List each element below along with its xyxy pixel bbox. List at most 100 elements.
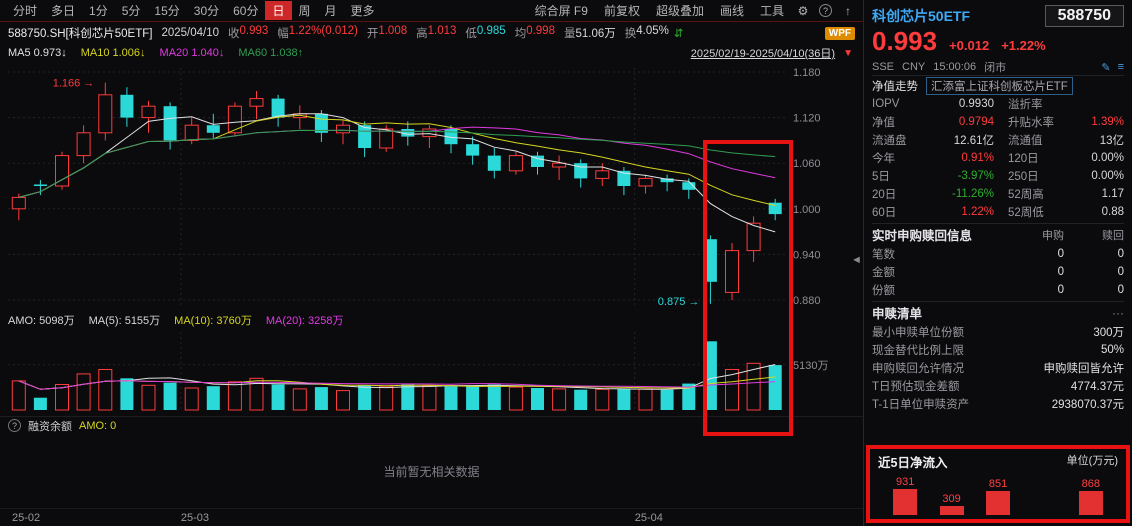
period-tab-15分[interactable]: 15分 [154,4,180,18]
question-icon[interactable]: ? [8,419,21,432]
period-tab-多日[interactable]: 多日 [51,4,76,18]
period-tab-更多[interactable]: 更多 [350,4,375,18]
period-tab-60分[interactable]: 60分 [233,4,259,18]
row-value: 申购赎回皆允许 [1043,363,1125,375]
x-axis-label-25-04: 25-04 [634,512,663,524]
tool-前复权[interactable]: 前复权 [603,4,640,18]
inflow-bar [939,506,964,515]
etf-name: 科创芯片50ETF [872,7,971,24]
market-status: 闭市 [984,62,1007,74]
row-label: T-1日单位申赎资产 [872,399,970,411]
row-value: 300万 [1093,327,1124,339]
row-label: 现金替代比例上限 [872,345,964,357]
edit-icon[interactable]: ✎ [1101,61,1111,74]
ma-legend-item: MA5 0.973↓ [8,47,67,59]
stat-row: 今年 0.91% 120日 0.00% [872,149,1124,167]
nav-trend-link[interactable]: 净值走势 [872,80,918,93]
field-高: 高 1.013 [416,25,457,40]
ma-legend-items: MA5 0.973↓ MA10 1.006↓ MA20 1.040↓ MA60 1.0… [8,47,303,59]
currency-label: CNY [902,61,926,73]
subscription-row: 笔数 0 0 [872,245,1124,263]
tool-超级叠加[interactable]: 超级叠加 [655,4,704,18]
price-change: +0.012 [949,38,990,53]
purchase-col-header: 申购 [1042,229,1064,242]
inflow-value: 851 [988,478,1008,490]
stat-label: 52周高 [1008,189,1044,201]
stat-value: -11.26% [952,188,994,200]
subscription-rows: 笔数 0 0 金额 0 0 份额 0 0 [872,245,1124,299]
period-tab-日[interactable]: 日 [265,1,292,20]
period-tab-5分[interactable]: 5分 [121,4,141,18]
svg-text:1.120: 1.120 [793,113,821,125]
subscription-columns: 申购 赎回 [1004,227,1124,243]
inflow-bar [986,491,1011,515]
stat-label: 5日 [872,171,890,183]
redemption-row: 申购赎回允许情况 申购赎回皆允许 [872,359,1124,377]
period-tab-1分[interactable]: 1分 [89,4,108,18]
list-icon[interactable]: ≡ [1117,60,1124,73]
stat-label: 净值 [872,117,895,129]
exchange-label: SSE [872,61,895,73]
stat-value: 0.9794 [958,116,994,128]
tool-工具[interactable]: 工具 [759,4,784,18]
stat-label: 流通值 [1008,135,1043,147]
dropdown-triangle-icon[interactable]: ▼ [843,47,853,59]
period-tab-月[interactable]: 月 [324,4,337,18]
etf-code-box[interactable]: 588750 [1044,4,1124,27]
help-icon[interactable]: ? [819,4,832,17]
stat-row: IOPV 0.9930 溢折率 [872,95,1124,113]
last-price: 0.993 [872,26,938,56]
redemption-row: 最小申赎单位份额 300万 [872,323,1124,341]
redemption-row: T日预估现金差额 4774.37元 [872,377,1124,395]
stat-label: 今年 [872,153,895,165]
row-value: 50% [1100,344,1124,356]
stat-label: 升贴水率 [1008,117,1054,129]
stat-row: 20日 -11.26% 52周高 1.17 [872,185,1124,203]
svg-text:1.180: 1.180 [793,67,821,79]
stat-label: 流通盘 [872,135,907,147]
quote-date: 2025/04/10 [161,27,220,39]
stat-value: 1.39% [1091,116,1124,128]
redeem-value: 0 [1117,248,1124,260]
stat-value: -3.97% [957,170,994,182]
stat-value: 1.17 [1101,188,1124,200]
redemption-title: 申赎清单 [872,307,923,321]
stat-label: 250日 [1008,171,1039,183]
stat-label: IOPV [872,98,900,110]
row-label: 最小申赎单位份额 [872,327,964,339]
field-开: 开 1.008 [366,25,408,40]
svg-text:0.940: 0.940 [793,249,821,261]
stats-grid: IOPV 0.9930 溢折率 净值 0.9794 升贴水率 1.39% 流通盘 12.61亿流… [872,95,1124,221]
more-button[interactable]: ··· [1112,305,1124,320]
net-inflow-header: 近5日净流入 单位(万元) [878,452,1118,471]
row-value: 2938070.37元 [1051,399,1124,411]
date-range-link[interactable]: 2025/02/19-2025/04/10(36日) [690,48,836,60]
subscription-row: 金额 0 0 [872,263,1124,281]
row-label: 份额 [872,285,895,297]
margin-balance-label[interactable]: 融资余额 [28,420,72,433]
stat-value: 0.91% [961,152,994,164]
settings-gear-icon[interactable]: ⚙ [797,3,809,18]
period-tab-分时[interactable]: 分时 [13,4,38,18]
volume-legend-item: AMO: 5098万 [8,315,75,327]
volume-legend-item: MA(20): 3258万 [265,315,344,327]
candlestick-chart[interactable]: 1.180 1.120 1.060 1.000 0.940 0.880 1.166 → 0.8… [0,62,863,312]
tool-画线[interactable]: 画线 [719,4,744,18]
no-data-text: 当前暂无相关数据 [383,464,480,479]
period-tabs: 分时 多日 1分 5分 15分 30分 60分日周月更多 [6,1,382,20]
fund-row: 净值走势 汇添富上证科创板芯片ETF [872,75,1124,95]
redeem-value: 0 [1117,284,1124,296]
fund-full-name[interactable]: 汇添富上证科创板芯片ETF [926,76,1073,95]
period-tab-30分[interactable]: 30分 [193,4,220,18]
volume-chart[interactable]: 5130万 [0,328,863,416]
volume-legend-item: MA(10): 3760万 [174,315,252,327]
expand-up-icon[interactable]: ↑ [845,3,851,18]
row-label: 申购赎回允许情况 [872,363,964,375]
panel-collapse-arrow-icon[interactable]: ◄ [851,254,862,266]
period-tab-周[interactable]: 周 [298,4,311,18]
wpf-badge[interactable]: WPF [824,26,855,40]
stat-value: 0.00% [1091,152,1124,164]
tool-综合屏 F9[interactable]: 综合屏 F9 [534,4,588,18]
net-inflow-title: 近5日净流入 [878,456,948,470]
